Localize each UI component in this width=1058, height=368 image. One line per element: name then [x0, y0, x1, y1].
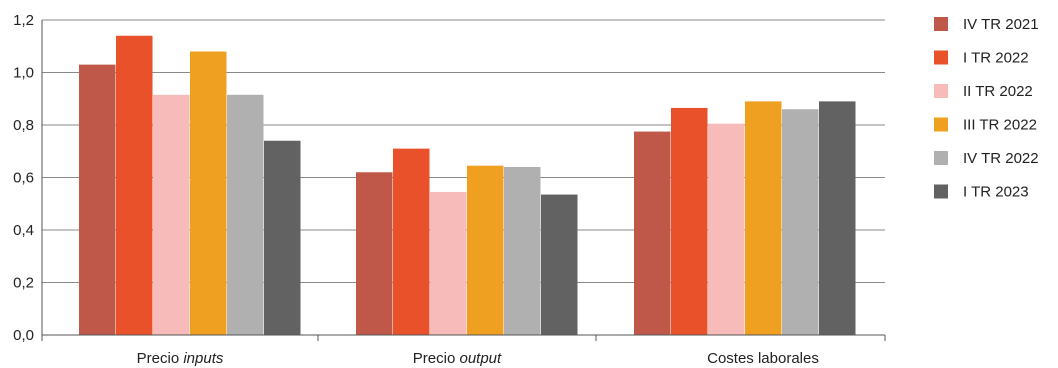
y-tick-label: 1,2: [13, 12, 34, 29]
y-tick-label: 0,2: [13, 275, 34, 292]
legend-swatch: [934, 184, 948, 199]
bar-ii-tr-2022-2: [430, 191, 467, 335]
legend-item: I TR 2023: [934, 184, 1029, 201]
legend-label: IV TR 2021: [963, 16, 1039, 33]
legend-swatch: [934, 17, 948, 31]
bar-i-tr-2023-1: [264, 140, 301, 335]
y-tick-label: 0,0: [13, 327, 34, 344]
y-axis-ticks: 0,0 0,2 0,4 0,6 0,8 1,0 1,2: [13, 12, 34, 344]
bar-iv-tr-2022-3: [782, 109, 819, 335]
bar-iii-tr-2022-1: [190, 51, 227, 335]
bar-i-tr-2023-2: [541, 194, 578, 335]
bar-ii-tr-2022-3: [708, 123, 745, 335]
y-tick-label: 0,6: [13, 170, 34, 187]
legend-swatch: [934, 151, 948, 165]
legend-label: IV TR 2022: [963, 150, 1039, 167]
legend-item: IV TR 2022: [934, 150, 1039, 167]
legend-item: III TR 2022: [934, 117, 1037, 134]
category-label-emphasis: output: [459, 350, 502, 367]
x-category-label: Precio inputs: [137, 350, 224, 367]
category-label-text: Costes laborales: [707, 350, 819, 367]
y-tick-label: 1,0: [13, 65, 34, 82]
bars: [79, 35, 856, 335]
legend-label: I TR 2022: [963, 50, 1029, 67]
legend-label: II TR 2022: [963, 83, 1033, 100]
legend-item: II TR 2022: [934, 83, 1033, 100]
legend-swatch: [934, 50, 948, 65]
bar-i-tr-2022-3: [671, 107, 708, 335]
y-tick-label: 0,8: [13, 117, 34, 134]
legend-label: III TR 2022: [963, 117, 1037, 134]
bar-iv-tr-2021-1: [79, 64, 116, 335]
legend-swatch: [934, 117, 948, 132]
category-label-text: Precio: [413, 350, 460, 367]
bar-iv-tr-2021-3: [634, 131, 671, 335]
legend-label: I TR 2023: [963, 184, 1029, 201]
bar-i-tr-2023-3: [819, 101, 856, 335]
legend-swatch: [934, 84, 948, 98]
x-category-label: Precio output: [413, 350, 502, 367]
legend: IV TR 2021 I TR 2022 II TR 2022 III TR 2022…: [934, 16, 1039, 201]
category-label-text: Precio: [137, 350, 184, 367]
bar-iii-tr-2022-3: [745, 101, 782, 335]
axes: [41, 20, 886, 341]
bar-i-tr-2022-2: [393, 148, 430, 335]
bar-iii-tr-2022-2: [467, 165, 504, 335]
bar-ii-tr-2022-1: [153, 94, 190, 335]
y-tick-label: 0,4: [13, 222, 34, 239]
legend-item: IV TR 2021: [934, 16, 1039, 33]
bar-i-tr-2022-1: [116, 35, 153, 335]
x-axis-labels: Precio inputs Precio output Costes laboral…: [137, 350, 819, 367]
x-category-label: Costes laborales: [707, 350, 819, 367]
bar-iv-tr-2022-1: [227, 94, 264, 335]
legend-item: I TR 2022: [934, 50, 1029, 67]
bar-iv-tr-2022-2: [504, 167, 541, 335]
bar-iv-tr-2021-2: [356, 172, 393, 335]
category-label-emphasis: inputs: [183, 350, 224, 367]
